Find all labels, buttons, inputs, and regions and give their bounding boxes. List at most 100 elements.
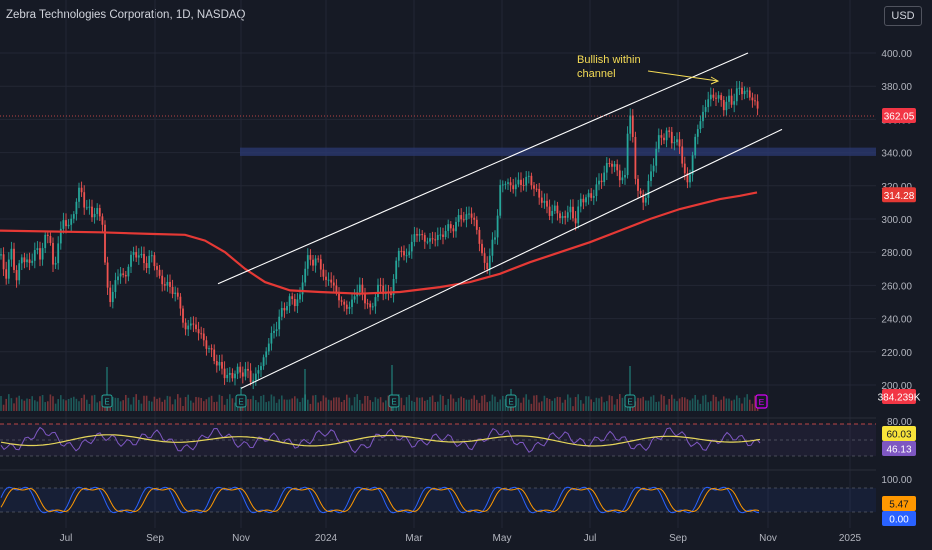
volume-bar: [309, 403, 312, 411]
volume-bar: [603, 402, 605, 411]
volume-bar: [751, 403, 754, 411]
candle-body: [741, 87, 743, 95]
volume-bar: [600, 396, 603, 411]
candle-body: [332, 282, 335, 286]
volume-bar: [655, 401, 657, 411]
annotation[interactable]: Bullish within channel: [577, 54, 720, 85]
volume-bar: [379, 397, 382, 411]
volume-bar: [93, 394, 96, 411]
volume-bar: [190, 400, 192, 411]
volume-bar: [138, 399, 140, 411]
candle-body: [117, 276, 119, 281]
channel-upper-line[interactable]: [217, 52, 749, 285]
rsi-value-badge: 46.13: [886, 445, 911, 456]
candle-body: [301, 282, 304, 295]
candle-body: [582, 198, 585, 203]
candle-body: [587, 193, 590, 198]
candle-body: [473, 217, 476, 220]
volume-bar: [741, 403, 743, 411]
candle-body: [122, 273, 125, 275]
candle-body: [70, 218, 73, 225]
candle-body: [270, 332, 273, 344]
candle-body: [44, 234, 47, 249]
x-tick-label: 2025: [839, 533, 862, 544]
volume-bar: [200, 397, 202, 411]
volume-spike: [391, 365, 393, 411]
candle-body: [494, 237, 496, 240]
candle-body: [280, 307, 283, 317]
volume-bar: [673, 398, 676, 411]
candle-body: [681, 146, 684, 164]
candle-body: [478, 229, 481, 244]
volume-bar: [611, 396, 613, 411]
x-tick-label: Mar: [405, 533, 423, 544]
candle-body: [512, 185, 515, 190]
volume-bar: [728, 398, 730, 411]
candle-body: [52, 242, 54, 265]
rsi-upper-label: 80.00: [887, 417, 912, 428]
candle-body: [499, 185, 502, 216]
volume-bar: [392, 404, 395, 411]
candle-body: [98, 208, 101, 217]
volume-bar: [60, 395, 62, 411]
candle-body: [215, 360, 218, 366]
earnings-marker-glyph: E: [238, 398, 243, 407]
candle-body: [520, 179, 522, 186]
volume-bar: [645, 400, 647, 411]
stoch-d-badge: 0.00: [889, 515, 909, 526]
earnings-marker-glyph: E: [391, 398, 396, 407]
candle-body: [10, 248, 13, 260]
volume-bar: [486, 402, 488, 411]
time-axis[interactable]: Jul Sep Nov 2024 Mar May Jul Sep Nov 2025: [60, 533, 862, 544]
candle-body: [444, 230, 447, 237]
candle-body: [504, 183, 507, 185]
volume-bar: [491, 394, 494, 411]
candlesticks: [0, 80, 759, 390]
candle-body: [509, 182, 512, 186]
volume-bar: [218, 394, 221, 411]
candle-body: [72, 214, 75, 219]
earnings-marker: [388, 394, 400, 408]
volume-bar: [252, 395, 254, 411]
price-axis[interactable]: 200.00220.00240.00260.00280.00300.00320.…: [881, 49, 912, 392]
currency-button[interactable]: USD: [884, 6, 922, 26]
y-tick-label: 200.00: [881, 381, 912, 392]
earnings-marker: [101, 394, 113, 408]
volume-bar: [663, 396, 665, 411]
volume-spike: [106, 367, 108, 411]
volume-bar: [117, 397, 119, 411]
volume-bar: [442, 395, 444, 411]
volume-bar: [738, 397, 741, 411]
volume-bar: [551, 400, 553, 411]
channel-lower-line[interactable]: [240, 128, 783, 389]
stoch-upper-label: 100.00: [881, 475, 912, 486]
volume-bar: [112, 397, 114, 411]
axis-badges: 362.05 314.28 384.239K 80.00 60.03 46.13 100.0…: [878, 107, 921, 526]
candle-body: [96, 208, 99, 214]
volume-bar: [44, 402, 46, 411]
volume-bar: [650, 396, 652, 411]
volume-bar: [65, 400, 67, 411]
volume-bar: [494, 396, 496, 411]
candle-body: [551, 210, 554, 216]
candle-body: [559, 213, 561, 219]
candle-body: [171, 286, 174, 294]
volume-bar: [2, 404, 5, 411]
candle-body: [283, 307, 286, 311]
volume-bar: [348, 397, 351, 411]
earnings-marker: [235, 394, 247, 408]
volume-bar: [569, 397, 572, 411]
volume-bar: [158, 397, 161, 411]
candle-body: [392, 278, 395, 296]
candle-body: [174, 292, 177, 294]
volume-bar: [161, 401, 163, 411]
candle-body: [564, 216, 567, 218]
volume-bar: [587, 396, 590, 411]
candle-body: [691, 155, 694, 175]
candle-body: [491, 239, 494, 256]
candle-body: [748, 90, 751, 98]
volume-bar: [268, 401, 270, 411]
volume-bar: [273, 396, 275, 411]
volume-bar: [62, 399, 65, 411]
